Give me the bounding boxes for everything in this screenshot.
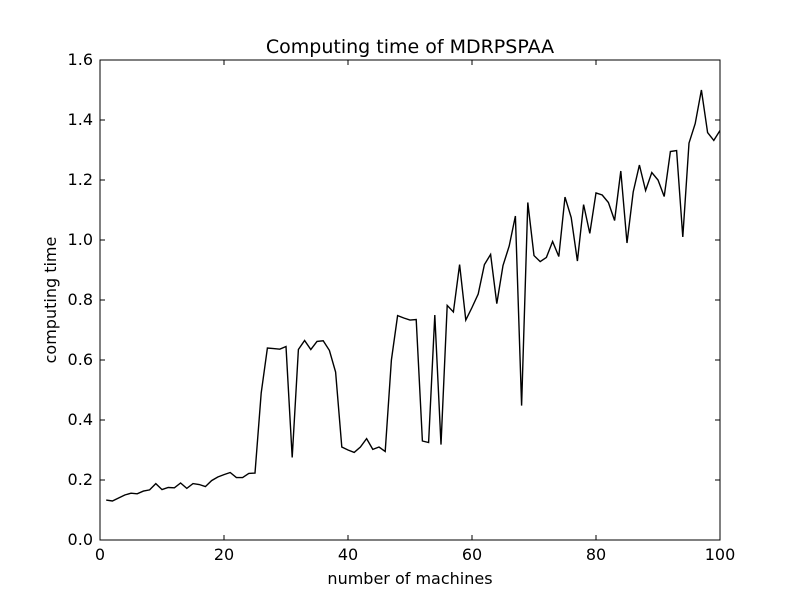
series-line-computing-time bbox=[106, 89, 721, 502]
y-axis-label: computing time bbox=[41, 237, 60, 364]
x-tick-label: 20 bbox=[214, 545, 234, 564]
x-axis-ticks: 0 20 40 60 80 100 bbox=[95, 60, 735, 564]
x-axis-label: number of machines bbox=[327, 569, 492, 588]
x-tick-label: 40 bbox=[338, 545, 358, 564]
x-tick-label: 80 bbox=[586, 545, 606, 564]
chart-title: Computing time of MDRPSPAA bbox=[266, 36, 554, 58]
y-axis-ticks: 0.0 0.2 0.4 0.6 0.8 1.0 1.2 1.4 1.6 bbox=[68, 50, 720, 549]
y-tick-label: 1.0 bbox=[68, 230, 93, 249]
x-tick-label: 60 bbox=[462, 545, 482, 564]
y-tick-label: 1.6 bbox=[68, 50, 93, 69]
x-tick-label: 100 bbox=[705, 545, 736, 564]
plot-frame bbox=[99, 59, 721, 541]
y-tick-label: 0.0 bbox=[68, 530, 93, 549]
y-tick-label: 0.8 bbox=[68, 290, 93, 309]
y-tick-label: 1.4 bbox=[68, 110, 93, 129]
y-tick-label: 0.6 bbox=[68, 350, 93, 369]
y-tick-label: 0.2 bbox=[68, 470, 93, 489]
y-tick-label: 0.4 bbox=[68, 410, 93, 429]
y-tick-label: 1.2 bbox=[68, 170, 93, 189]
x-tick-label: 0 bbox=[95, 545, 105, 564]
